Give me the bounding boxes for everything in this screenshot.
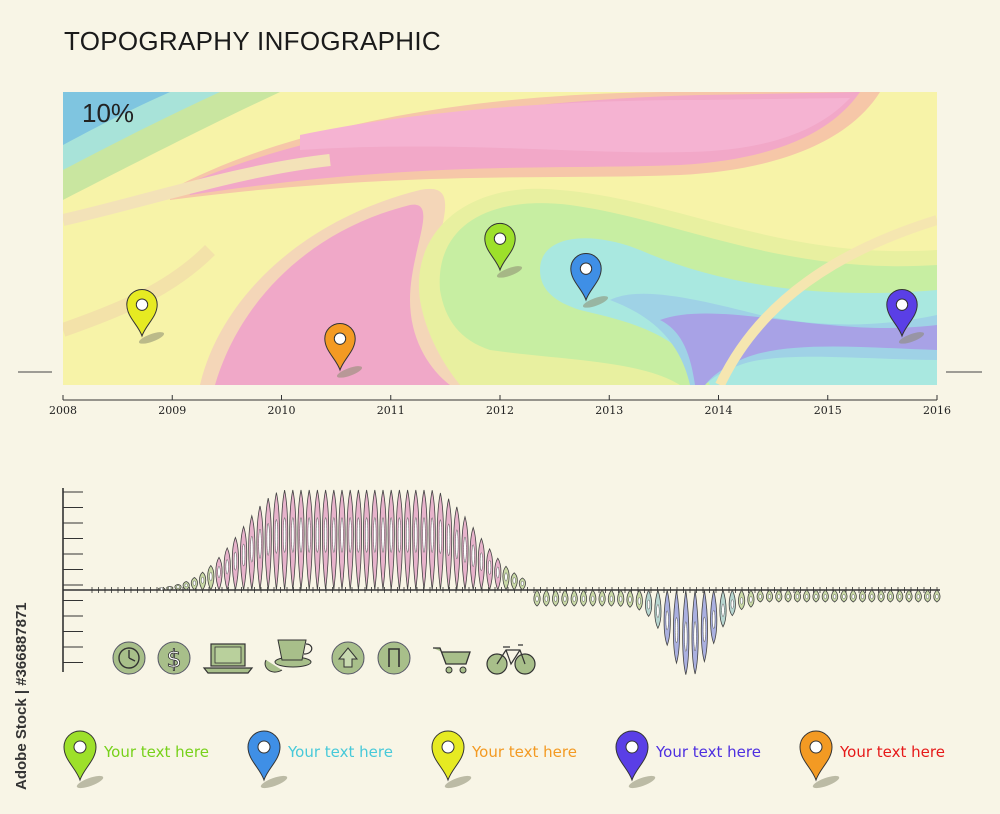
legend-pin-1 — [63, 730, 104, 789]
map-pin-blue — [570, 253, 609, 308]
up-arrow-icon — [331, 641, 365, 675]
year-label: 2009 — [158, 404, 186, 417]
year-label: 2008 — [49, 404, 77, 417]
wave-chart — [62, 488, 941, 675]
sign-icon — [377, 641, 411, 675]
coffee-icon — [264, 639, 313, 673]
map-pin-yellow — [126, 289, 165, 344]
legend-label-3: Your text here — [472, 743, 577, 761]
legend-pin-3 — [431, 730, 472, 789]
year-label: 2014 — [705, 404, 733, 417]
svg-text:$: $ — [166, 645, 181, 673]
year-label: 2015 — [814, 404, 842, 417]
watermark-text: Adobe Stock | #366887871 — [13, 602, 30, 790]
legend-label-1: Your text here — [104, 743, 209, 761]
legend-label-2: Your text here — [288, 743, 393, 761]
cart-icon — [433, 647, 471, 674]
page-title: TOPOGRAPHY INFOGRAPHIC — [64, 26, 441, 56]
legend-pin-5 — [799, 730, 840, 789]
dollar-icon: $ — [157, 641, 191, 675]
legend-pins — [63, 730, 840, 789]
year-label: 2016 — [923, 404, 951, 417]
map-pin-purple — [886, 289, 925, 344]
legend-label-5: Your text here — [840, 743, 945, 761]
map-pin-orange — [324, 323, 363, 378]
year-label: 2013 — [595, 404, 623, 417]
legend-pin-2 — [247, 730, 288, 789]
map-pins — [126, 223, 925, 378]
percent-label: 10% — [82, 98, 135, 128]
laptop-icon — [202, 643, 254, 674]
icon-row: $ — [112, 639, 536, 675]
bicycle-icon — [486, 644, 536, 675]
legend-pin-4 — [615, 730, 656, 789]
year-label: 2010 — [268, 404, 296, 417]
legend-label-4: Your text here — [656, 743, 761, 761]
clock-icon — [112, 641, 146, 675]
year-label: 2011 — [377, 404, 405, 417]
map-pin-green — [484, 223, 523, 278]
year-label: 2012 — [486, 404, 514, 417]
timeline-axis: 2008 2009 2010 2011 2012 2013 2014 2015 2016 — [49, 395, 951, 417]
